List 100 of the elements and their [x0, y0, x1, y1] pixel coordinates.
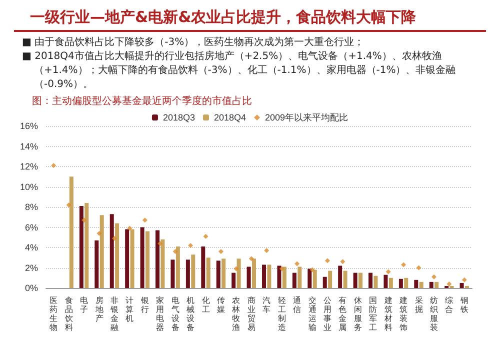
bar	[206, 258, 210, 288]
bar	[115, 223, 120, 288]
x-tick-label: 汽车	[262, 296, 271, 314]
point	[340, 259, 346, 264]
point	[416, 265, 422, 270]
x-tick-label: 商业贸易	[247, 296, 256, 332]
legend-label: 2018Q4	[214, 112, 246, 122]
x-tick-label: 机械设备	[186, 296, 195, 332]
y-tick-label: 8%	[24, 202, 38, 212]
text: ■ 由于食品饮料占比下降较多（-3%），医药生物再次成为第一大重仓行业；	[22, 36, 366, 50]
bar	[298, 266, 302, 288]
chart-title: 一级行业—地产&电新&农业占比提升，食品饮料大幅下降	[14, 0, 486, 32]
bar	[460, 282, 464, 288]
bar	[160, 239, 165, 288]
point	[431, 274, 436, 280]
x-tick-label: 有色金属	[338, 296, 347, 332]
bar	[232, 272, 236, 288]
bar	[292, 272, 296, 288]
bar	[246, 266, 251, 288]
point	[66, 202, 72, 208]
x-tick-label: 交通运输	[308, 296, 316, 332]
x-tick-label: 电气设备	[171, 296, 180, 332]
bar	[398, 278, 403, 288]
bar	[404, 278, 408, 288]
point	[386, 269, 391, 274]
bar	[84, 202, 89, 288]
x-tick-label: 食品饮料	[64, 296, 73, 332]
bar	[262, 264, 266, 288]
bar	[130, 229, 134, 288]
bar	[110, 214, 114, 288]
x-tick-label: 建筑材料	[383, 296, 392, 332]
point	[401, 262, 406, 268]
bar	[374, 276, 378, 288]
x-tick-label: 化工	[202, 296, 210, 314]
bar	[145, 231, 150, 288]
bar	[312, 270, 317, 288]
legend-label: 2018Q3	[162, 112, 195, 122]
x-tick-label: 轻工制造	[278, 296, 286, 332]
point	[310, 267, 315, 272]
x-tick-label: 纺织服装	[430, 296, 438, 332]
x-tick-label: 房地产	[94, 296, 104, 323]
bar	[429, 282, 434, 288]
point	[446, 281, 452, 286]
x-tick-label: 家用电器	[156, 296, 164, 332]
x-tick-label: 公用事业	[323, 296, 332, 332]
bar	[170, 260, 175, 288]
bar	[100, 215, 104, 288]
point	[82, 218, 87, 223]
bar	[222, 258, 226, 288]
point	[248, 256, 254, 262]
bar	[216, 260, 220, 288]
y-tick-label: 0%	[24, 283, 38, 293]
point	[324, 258, 330, 264]
x-tick-label: 电子	[80, 296, 88, 314]
bar	[282, 266, 286, 288]
bar	[308, 268, 312, 288]
x-tick-label: 通信	[293, 296, 302, 314]
point	[203, 234, 208, 239]
bar	[328, 270, 332, 288]
point	[188, 242, 194, 248]
y-tick-label: 14%	[20, 141, 38, 152]
bar	[191, 254, 196, 288]
bar	[201, 246, 206, 288]
point	[112, 236, 117, 241]
text: ■ 2018Q4市值占比大幅提升的行业包括房地产（+2.5%）、电气设备（+1.4%）、农林牧渔（+1.4%）；大幅下降的有食品饮料（-3%）、化工（-1.1%）、家用电器（-1%）、非银金融（-0.9%）。	[22, 50, 457, 92]
point	[234, 266, 239, 272]
x-tick-label: 综合	[445, 296, 454, 314]
bar	[338, 266, 342, 288]
bar	[358, 272, 362, 288]
x-tick-label: 医药生物	[50, 296, 58, 332]
y-tick-label: 16%	[20, 121, 38, 131]
x-tick-label: 农林牧渔	[231, 296, 240, 332]
x-tick-label: 钢铁	[459, 296, 468, 314]
point	[218, 249, 224, 254]
legend-label: 2009年以来平均配比	[265, 112, 348, 122]
bar	[176, 246, 180, 288]
bar	[414, 280, 418, 288]
bar	[140, 227, 144, 288]
x-tick-label: 休闲服务	[354, 296, 362, 332]
bar	[236, 258, 241, 288]
point	[127, 226, 132, 231]
bar	[79, 206, 84, 288]
y-tick-label: 4%	[24, 242, 38, 252]
x-tick-label: 传媒	[216, 296, 225, 314]
bar	[353, 272, 358, 288]
x-tick-label: 建筑装饰	[398, 296, 408, 332]
point	[158, 240, 163, 246]
bar	[277, 266, 282, 288]
bar	[434, 282, 439, 288]
bar	[252, 258, 256, 288]
y-tick-label: 2%	[24, 262, 38, 273]
bar	[343, 270, 348, 288]
point	[142, 218, 148, 223]
point	[294, 261, 300, 266]
x-tick-label: 计算机	[126, 296, 134, 323]
bar	[322, 276, 327, 288]
x-tick-label: 采掘	[414, 296, 423, 314]
y-tick-label: 12%	[20, 162, 38, 172]
x-tick-label: 银行	[140, 296, 149, 314]
bar	[156, 230, 160, 288]
